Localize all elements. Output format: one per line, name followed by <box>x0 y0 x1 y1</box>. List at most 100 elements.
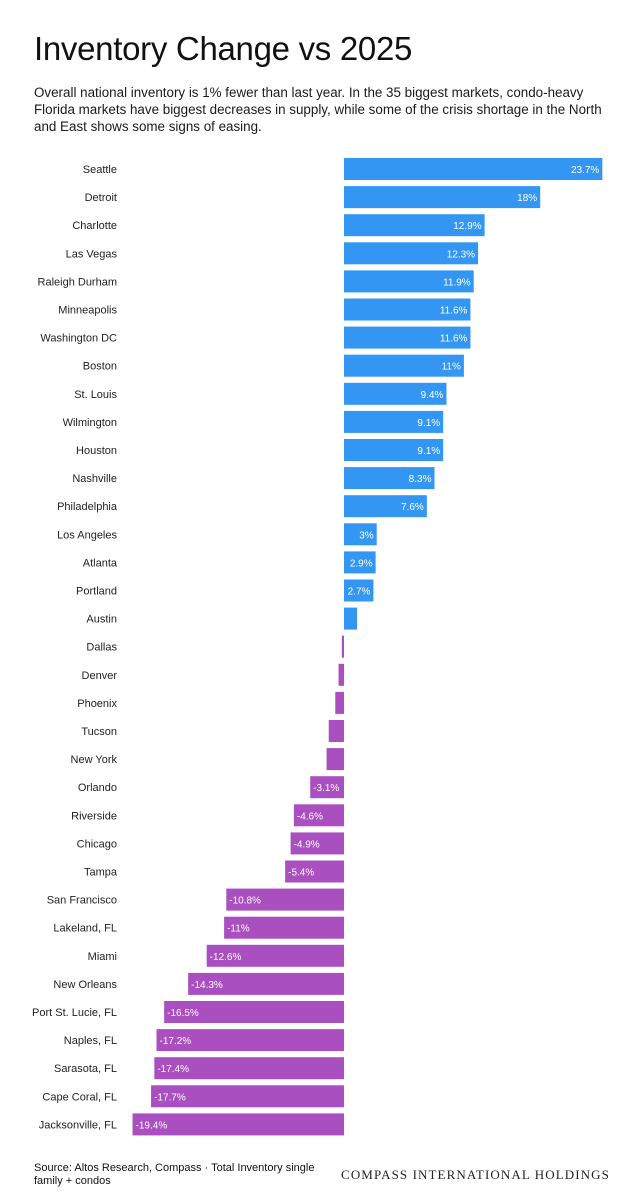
bar-seattle <box>344 158 603 180</box>
bar-new-orleans <box>188 972 344 995</box>
value-label-boston: 11% <box>442 362 461 373</box>
value-label-san-francisco: -10.8% <box>229 896 261 907</box>
value-label-philadelphia: 7.6% <box>401 502 424 513</box>
category-label-los-angeles: Los Angeles <box>57 529 117 541</box>
bar-lakeland-fl <box>224 916 344 939</box>
category-label-portland: Portland <box>76 586 117 598</box>
category-label-las-vegas: Las Vegas <box>66 248 118 260</box>
bar-nashville <box>344 467 435 490</box>
value-label-charlotte: 12.9% <box>453 221 481 232</box>
category-label-port-st-lucie-fl: Port St. Lucie, FL <box>32 1007 117 1019</box>
bar-las-vegas <box>344 242 479 265</box>
value-label-naples-fl: -17.2% <box>160 1036 192 1047</box>
category-label-st-louis: St. Louis <box>74 389 117 401</box>
category-label-phoenix: Phoenix <box>77 698 117 710</box>
value-label-raleigh-durham: 11.9% <box>443 277 471 288</box>
bar-boston <box>344 354 464 377</box>
bar-denver <box>338 663 344 686</box>
category-label-cape-coral-fl: Cape Coral, FL <box>42 1091 117 1103</box>
category-label-tampa: Tampa <box>84 867 118 879</box>
category-label-seattle: Seattle <box>83 164 117 176</box>
value-label-minneapolis: 11.6% <box>440 306 468 317</box>
brand-wordmark: COMPASS INTERNATIONAL HOLDINGS <box>341 1167 610 1182</box>
bar-detroit <box>344 186 541 209</box>
category-label-new-york: New York <box>71 754 118 766</box>
value-label-riverside: -4.6% <box>297 811 323 822</box>
bar-tucson <box>328 720 344 742</box>
category-label-houston: Houston <box>76 445 117 457</box>
bar-cape-coral-fl <box>151 1085 344 1108</box>
value-label-las-vegas: 12.3% <box>447 249 475 260</box>
value-label-portland: 2.7% <box>348 587 371 598</box>
category-label-san-francisco: San Francisco <box>47 895 117 907</box>
category-label-austin: Austin <box>86 614 117 626</box>
value-label-washington-dc: 11.6% <box>440 334 468 345</box>
value-label-houston: 9.1% <box>417 446 440 457</box>
bar-san-francisco <box>226 888 344 911</box>
bar-washington-dc <box>344 326 471 349</box>
category-label-lakeland-fl: Lakeland, FL <box>53 923 117 935</box>
bar-st-louis <box>344 382 447 405</box>
value-label-nashville: 8.3% <box>409 474 432 485</box>
value-label-miami: -12.6% <box>210 952 242 963</box>
category-label-dallas: Dallas <box>86 642 117 654</box>
chart-title: Inventory Change vs 2025 <box>34 30 413 67</box>
bar-minneapolis <box>344 298 471 321</box>
bar-austin <box>344 607 358 630</box>
category-label-denver: Denver <box>82 670 118 682</box>
bar-phoenix <box>335 691 344 714</box>
bar-sarasota-fl <box>154 1057 344 1080</box>
category-label-detroit: Detroit <box>85 192 117 204</box>
bar-wilmington <box>344 410 444 433</box>
category-label-sarasota-fl: Sarasota, FL <box>54 1063 117 1075</box>
value-label-sarasota-fl: -17.4% <box>157 1064 189 1075</box>
category-label-charlotte: Charlotte <box>72 220 117 232</box>
bar-atlanta <box>344 551 376 574</box>
bar-chart: Seattle 23.7% Detroit 18% Charlotte 12.9% Las … <box>32 158 603 1136</box>
value-label-cape-coral-fl: -17.7% <box>154 1092 186 1103</box>
category-label-philadelphia: Philadelphia <box>57 501 118 513</box>
bar-port-st-lucie-fl <box>164 1001 344 1023</box>
category-label-new-orleans: New Orleans <box>53 979 117 991</box>
category-label-boston: Boston <box>83 361 117 373</box>
value-label-orlando: -3.1% <box>313 783 339 794</box>
value-label-seattle: 23.7% <box>571 165 599 176</box>
bar-orlando <box>310 776 344 799</box>
category-label-minneapolis: Minneapolis <box>58 305 117 317</box>
chart-subtitle: Overall national inventory is 1% fewer t… <box>34 85 602 134</box>
value-label-atlanta: 2.9% <box>350 558 373 569</box>
category-label-chicago: Chicago <box>77 838 117 850</box>
category-label-miami: Miami <box>88 951 117 963</box>
source-note: Source: Altos Research, Compass · Total … <box>34 1162 315 1187</box>
bar-portland <box>344 579 374 602</box>
category-label-nashville: Nashville <box>72 473 117 485</box>
bar-dallas <box>341 635 344 658</box>
value-label-st-louis: 9.4% <box>421 390 444 401</box>
category-label-orlando: Orlando <box>78 782 117 794</box>
category-label-wilmington: Wilmington <box>63 417 117 429</box>
value-label-wilmington: 9.1% <box>417 418 440 429</box>
bar-miami <box>206 944 344 967</box>
bar-raleigh-durham <box>344 270 474 293</box>
value-label-lakeland-fl: -11% <box>227 924 250 935</box>
category-label-washington-dc: Washington DC <box>40 333 117 345</box>
category-label-naples-fl: Naples, FL <box>64 1035 117 1047</box>
category-label-jacksonville-fl: Jacksonville, FL <box>39 1119 117 1131</box>
bar-los-angeles <box>344 523 377 546</box>
category-label-raleigh-durham: Raleigh Durham <box>38 276 117 288</box>
bar-houston <box>344 439 444 461</box>
value-label-jacksonville-fl: -19.4% <box>136 1120 168 1131</box>
value-label-chicago: -4.9% <box>294 839 320 850</box>
category-label-tucson: Tucson <box>81 726 117 738</box>
bar-jacksonville-fl <box>132 1113 344 1136</box>
value-label-los-angeles: 3% <box>359 530 374 541</box>
bar-new-york <box>326 748 344 771</box>
bar-naples-fl <box>156 1029 344 1052</box>
category-label-atlanta: Atlanta <box>83 557 118 569</box>
value-label-port-st-lucie-fl: -16.5% <box>167 1008 199 1019</box>
value-label-detroit: 18% <box>517 193 537 204</box>
bar-philadelphia <box>344 495 427 518</box>
bar-charlotte <box>344 214 485 237</box>
bar-chicago <box>290 832 344 855</box>
value-label-tampa: -5.4% <box>288 868 314 879</box>
